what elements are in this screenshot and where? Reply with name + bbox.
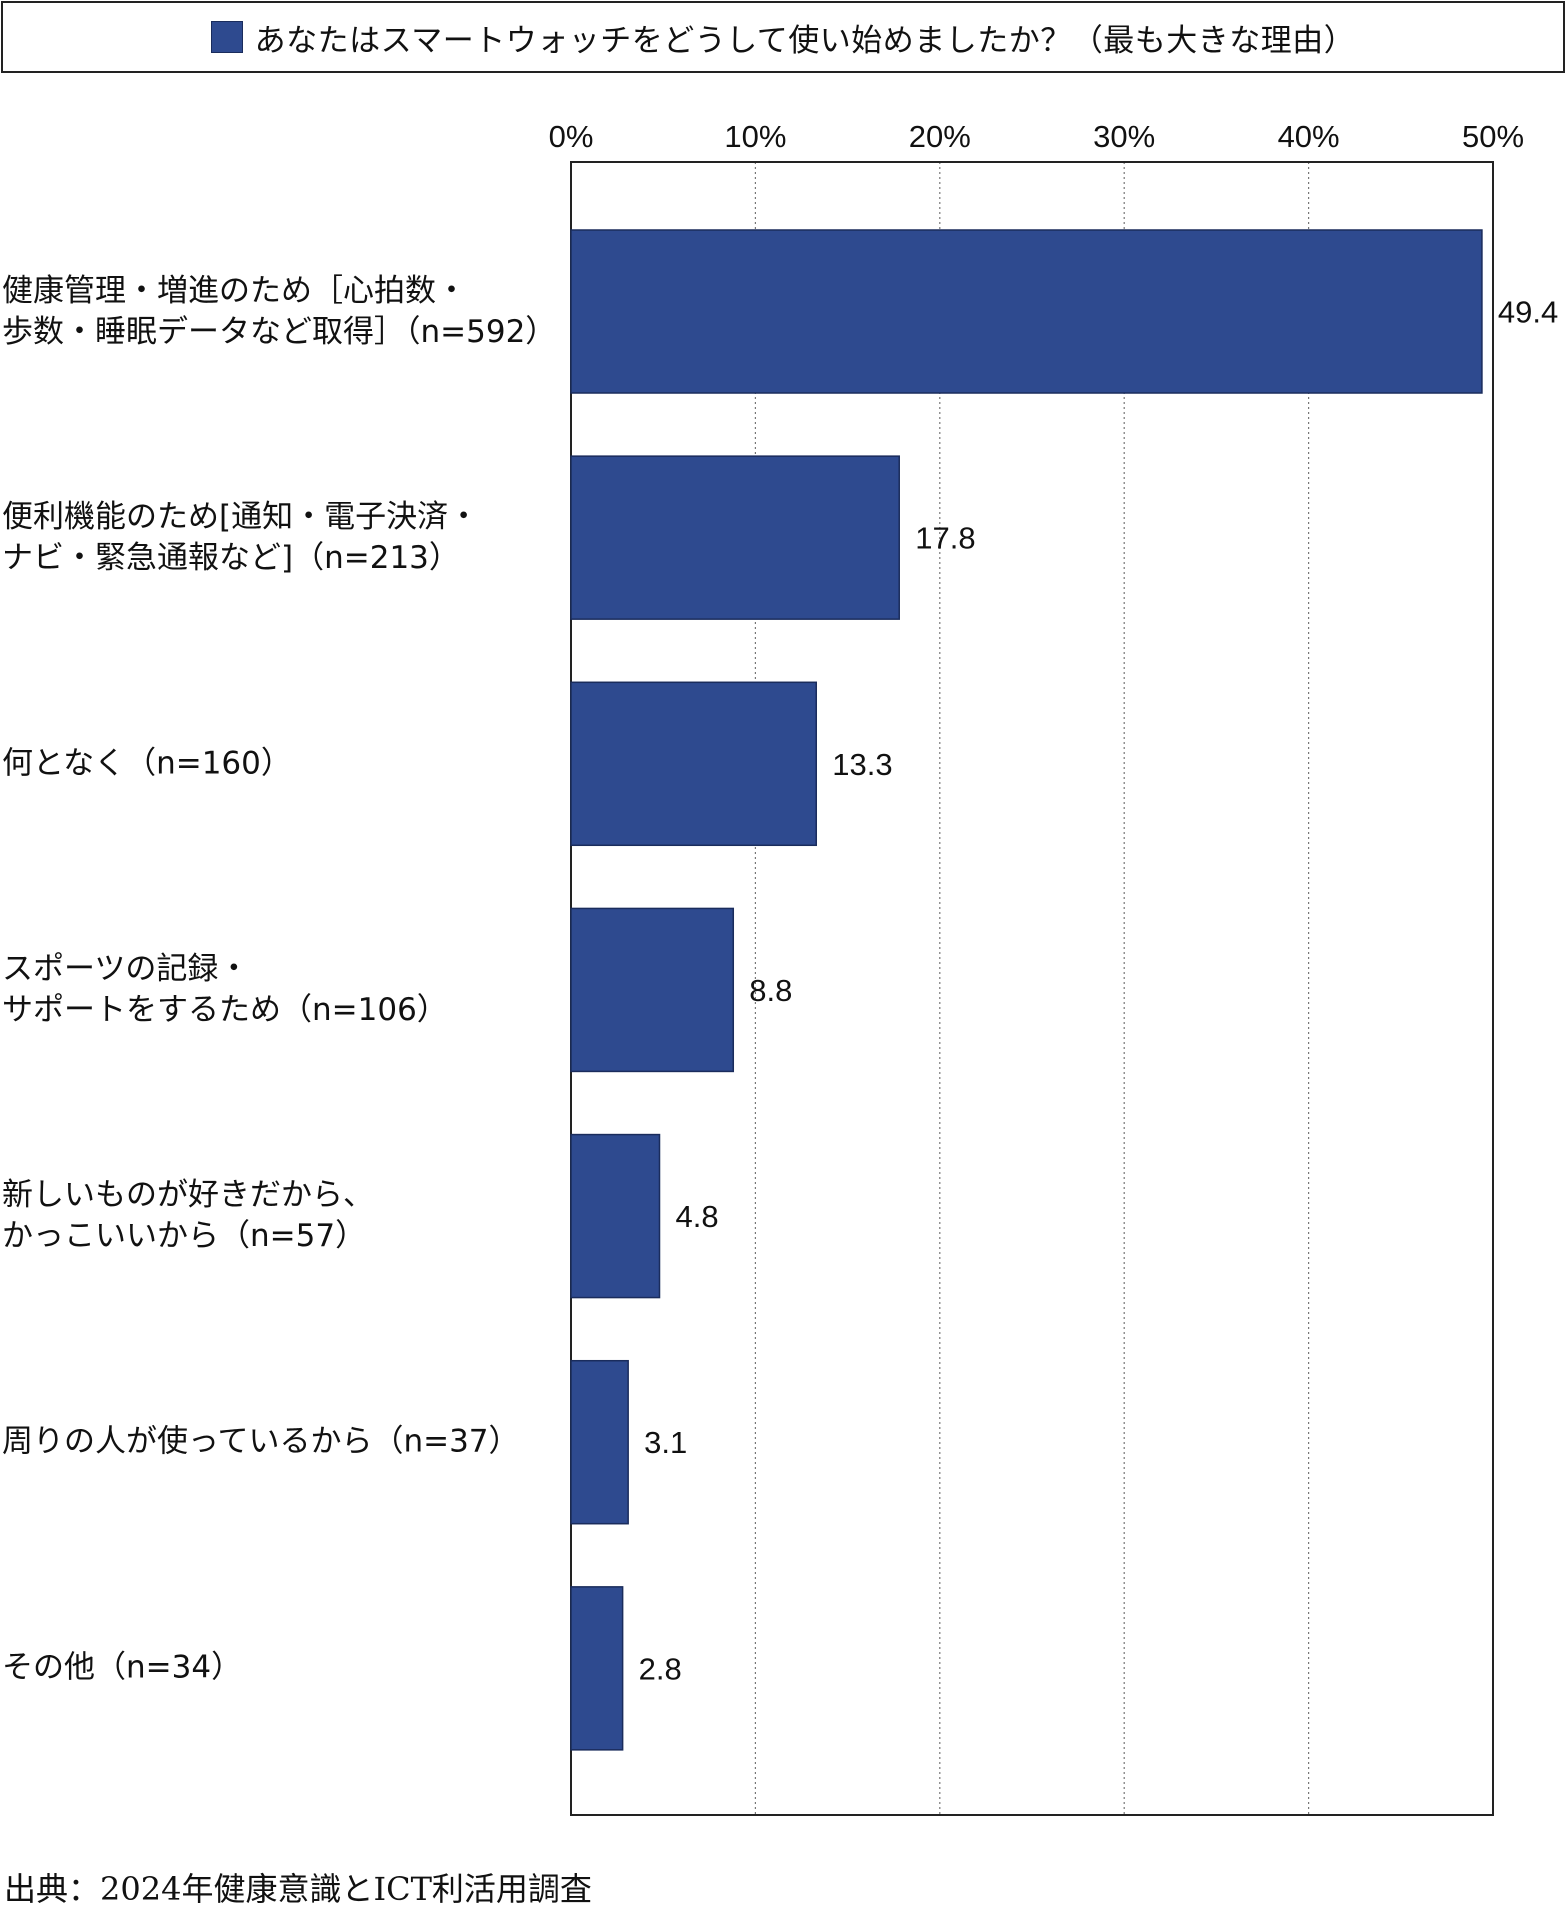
legend: あなたはスマートウォッチをどうして使い始めましたか？（最も大きな理由） bbox=[1, 1, 1565, 73]
value-label: 49.4 bbox=[1498, 295, 1558, 330]
bar bbox=[570, 455, 900, 620]
bar bbox=[570, 681, 818, 847]
x-tick-label: 30% bbox=[1093, 119, 1155, 154]
category-label: 健康管理・増進のため［心拍数・ 歩数・睡眠データなど取得］（n=592） bbox=[2, 272, 557, 350]
bar bbox=[570, 1359, 629, 1525]
source-note: 出典：2024年健康意識とICT利活用調査 bbox=[4, 1870, 592, 1908]
bar bbox=[570, 1133, 661, 1299]
value-label: 4.8 bbox=[676, 1199, 719, 1234]
x-tick-label: 0% bbox=[549, 119, 594, 154]
chart-title: あなたはスマートウォッチをどうして使い始めましたか？（最も大きな理由） bbox=[254, 22, 1356, 59]
value-label: 17.8 bbox=[915, 521, 975, 556]
category-label: スポーツの記録・ サポートをするため（n=106） bbox=[2, 950, 448, 1028]
category-label: 何となく（n=160） bbox=[2, 745, 292, 782]
x-tick-label: 20% bbox=[909, 119, 971, 154]
category-label: 周りの人が使っているから（n=37） bbox=[2, 1423, 520, 1460]
value-label: 2.8 bbox=[639, 1651, 682, 1686]
x-tick-label: 40% bbox=[1278, 119, 1340, 154]
bar bbox=[570, 1586, 624, 1751]
value-label: 8.8 bbox=[749, 973, 792, 1008]
bar bbox=[570, 907, 735, 1073]
category-label: その他（n=34） bbox=[2, 1649, 243, 1686]
value-label: 13.3 bbox=[832, 747, 892, 782]
value-label: 3.1 bbox=[644, 1425, 687, 1460]
x-tick-label: 10% bbox=[724, 119, 786, 154]
bar bbox=[570, 229, 1483, 394]
category-labels: 健康管理・増進のため［心拍数・ 歩数・睡眠データなど取得］（n=592） 便利機能… bbox=[0, 0, 560, 1915]
category-label: 便利機能のため[通知・電子決済・ ナビ・緊急通報など]（n=213） bbox=[2, 498, 480, 576]
category-label: 新しいものが好きだから、 かっこいいから（n=57） bbox=[2, 1177, 374, 1255]
legend-swatch bbox=[210, 21, 243, 53]
x-tick-label: 50% bbox=[1462, 119, 1524, 154]
